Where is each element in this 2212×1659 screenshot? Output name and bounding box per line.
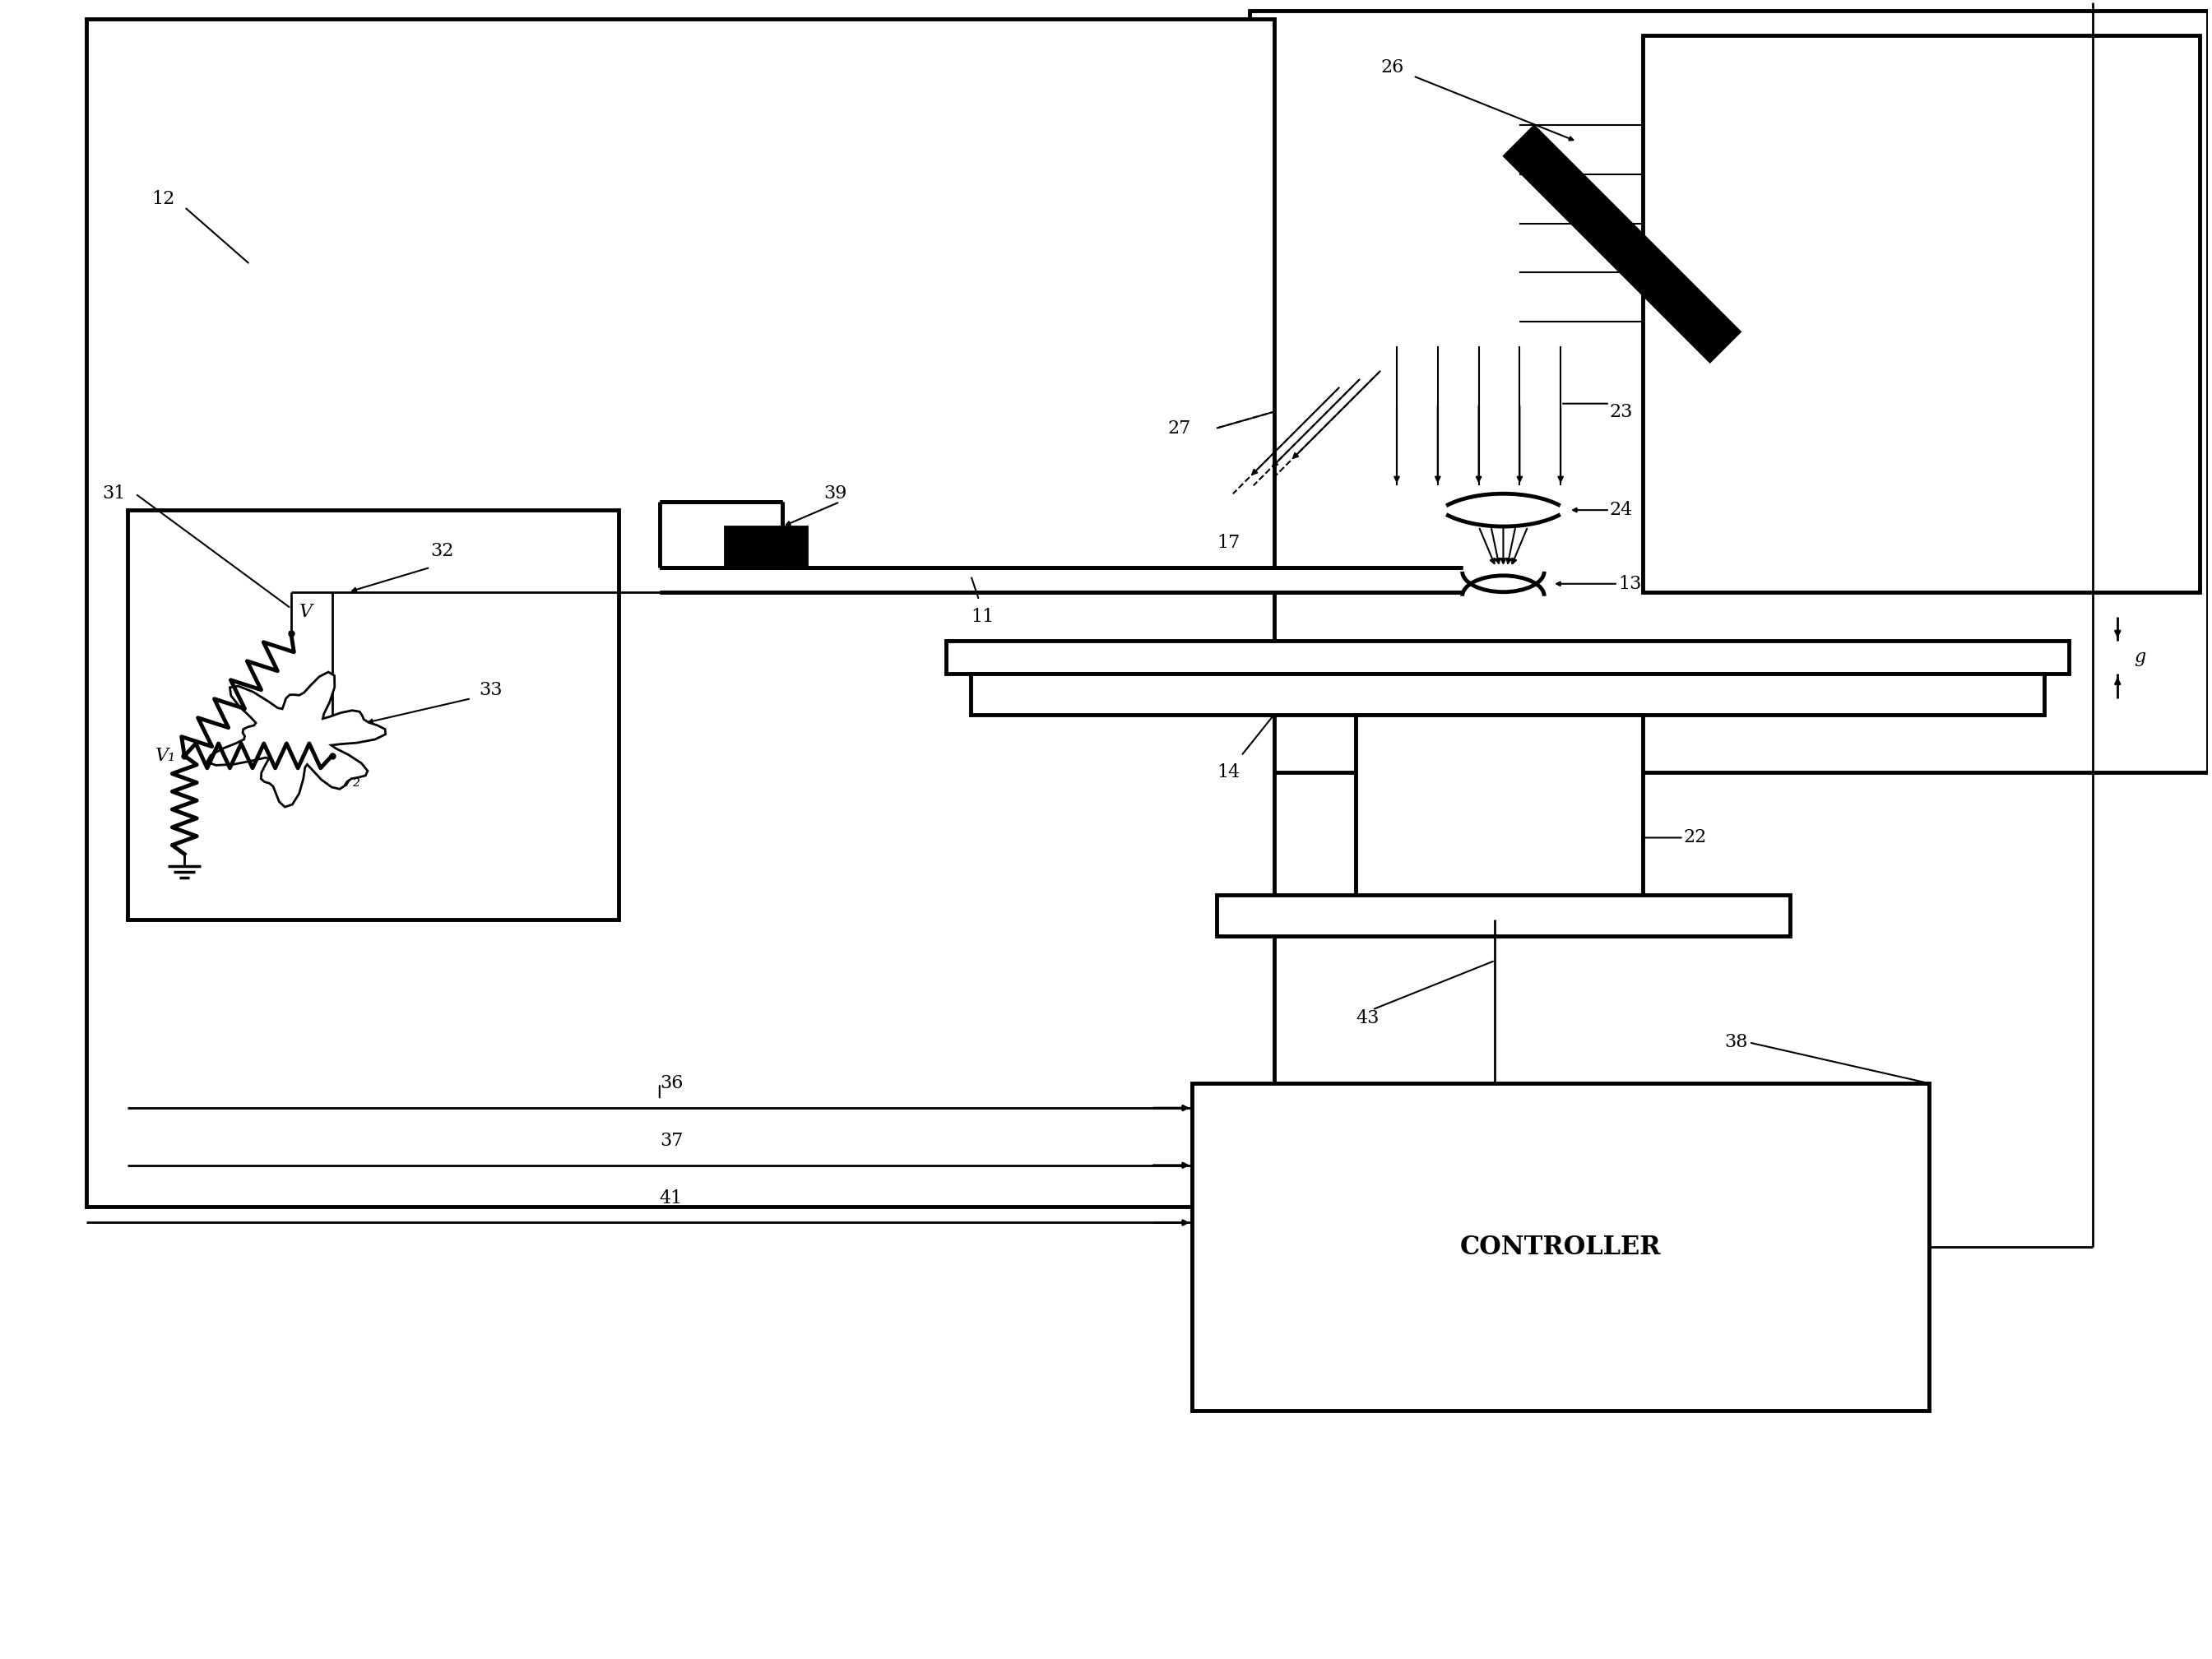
Text: 31: 31: [102, 484, 126, 503]
Text: 39: 39: [823, 484, 847, 503]
Polygon shape: [1504, 128, 1739, 360]
Text: 37: 37: [659, 1131, 684, 1150]
Text: 11: 11: [971, 607, 993, 625]
Text: 13: 13: [1617, 574, 1641, 592]
Bar: [1250, 10, 2208, 771]
Text: 22: 22: [1683, 828, 1708, 846]
Polygon shape: [659, 503, 783, 567]
Text: 12: 12: [153, 189, 175, 207]
Text: 27: 27: [1168, 420, 1190, 438]
Text: V₂: V₂: [341, 771, 361, 790]
Bar: [126, 509, 619, 919]
Text: V₁: V₁: [155, 747, 177, 765]
Bar: [1356, 715, 1644, 919]
Text: 36: 36: [659, 1075, 684, 1092]
Bar: [947, 640, 2068, 674]
Text: 23: 23: [1610, 403, 1632, 421]
Polygon shape: [208, 672, 385, 806]
Text: 26: 26: [1380, 58, 1405, 76]
Text: CONTROLLER: CONTROLLER: [1460, 1234, 1661, 1259]
Bar: [1192, 1083, 1929, 1412]
Text: 43: 43: [1356, 1009, 1378, 1027]
Text: 33: 33: [480, 682, 502, 700]
Ellipse shape: [1462, 564, 1544, 604]
Text: 14: 14: [1217, 763, 1239, 781]
Bar: [971, 674, 2044, 715]
Text: V: V: [299, 602, 312, 620]
Bar: [1644, 35, 2199, 592]
Text: 38: 38: [1725, 1034, 1747, 1052]
Bar: [86, 18, 1274, 1206]
Text: 24: 24: [1610, 501, 1632, 519]
Bar: [726, 526, 807, 567]
Bar: [1217, 894, 1790, 936]
Text: g: g: [2135, 649, 2146, 667]
Text: 17: 17: [1217, 534, 1239, 552]
Polygon shape: [659, 567, 1462, 592]
Text: 32: 32: [429, 542, 453, 561]
Text: 41: 41: [659, 1190, 684, 1208]
